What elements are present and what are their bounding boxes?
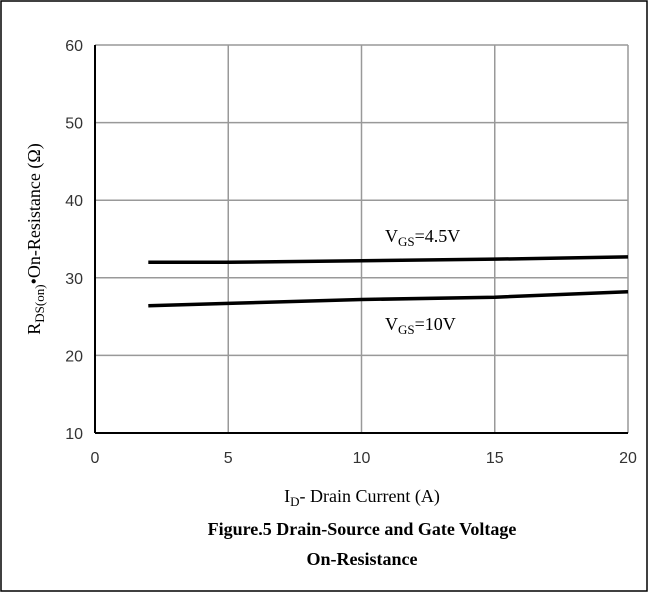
series-label: VGS=10V: [385, 314, 456, 337]
y-tick-label: 30: [65, 271, 83, 288]
x-tick-label: 20: [619, 450, 637, 467]
x-tick-label: 15: [486, 450, 504, 467]
y-tick-label: 50: [65, 116, 83, 133]
y-tick-label: 10: [65, 426, 83, 443]
series-label: VGS=4.5V: [385, 226, 460, 249]
series-line: [148, 255, 629, 265]
y-tick-label: 40: [65, 193, 83, 210]
x-axis-label: ID- Drain Current (A): [284, 486, 440, 509]
series-line: [148, 290, 629, 308]
y-tick-label: 20: [65, 348, 83, 365]
x-tick-label: 5: [224, 450, 233, 467]
y-tick-label: 60: [65, 38, 83, 55]
chart-title: On-Resistance: [307, 549, 418, 569]
x-tick-label: 0: [91, 450, 100, 467]
y-axis-label: RDS(on)•On-Resistance (Ω): [24, 143, 47, 334]
x-tick-label: 10: [353, 450, 371, 467]
chart-title: Figure.5 Drain-Source and Gate Voltage: [208, 519, 517, 539]
